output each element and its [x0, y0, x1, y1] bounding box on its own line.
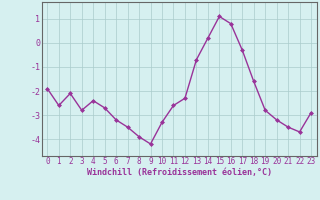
X-axis label: Windchill (Refroidissement éolien,°C): Windchill (Refroidissement éolien,°C)	[87, 168, 272, 177]
